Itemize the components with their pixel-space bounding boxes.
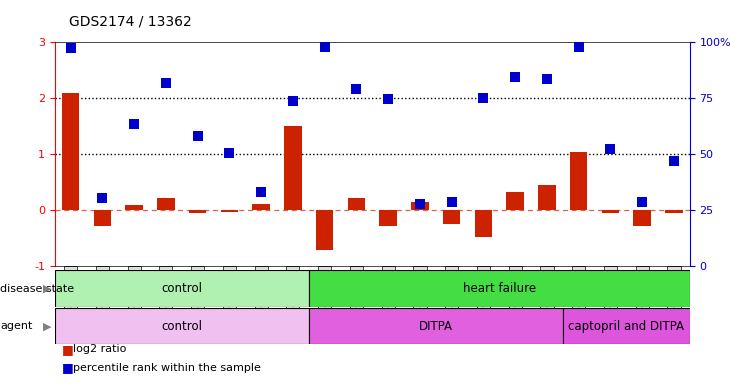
Text: disease state: disease state — [0, 283, 74, 294]
Point — [128, 121, 140, 127]
Bar — [634, 210, 651, 226]
Text: percentile rank within the sample: percentile rank within the sample — [73, 363, 261, 373]
Point — [350, 86, 362, 92]
Bar — [253, 204, 270, 210]
Point — [541, 76, 553, 82]
Point — [573, 44, 585, 50]
Bar — [570, 152, 588, 210]
Point — [287, 98, 299, 104]
Text: ■: ■ — [62, 343, 74, 356]
Bar — [316, 210, 334, 250]
Point — [160, 80, 172, 86]
Point — [383, 96, 394, 103]
Bar — [309, 270, 690, 307]
Bar — [411, 202, 429, 210]
Bar — [309, 308, 563, 344]
Bar — [602, 210, 619, 213]
Point — [446, 199, 458, 205]
Text: ▶: ▶ — [42, 321, 51, 331]
Bar — [93, 210, 111, 226]
Point — [65, 45, 77, 51]
Text: ■: ■ — [62, 361, 74, 374]
Text: control: control — [161, 320, 202, 333]
Point — [96, 195, 108, 201]
Bar — [220, 210, 238, 212]
Point — [604, 146, 616, 152]
Bar — [55, 308, 309, 344]
Bar — [538, 185, 556, 210]
Text: captopril and DITPA: captopril and DITPA — [569, 320, 684, 333]
Bar — [157, 198, 174, 210]
Text: GDS2174 / 13362: GDS2174 / 13362 — [69, 15, 192, 29]
Bar — [126, 205, 143, 210]
Text: DITPA: DITPA — [419, 320, 453, 333]
Point — [192, 133, 204, 139]
Bar — [665, 210, 683, 213]
Bar — [380, 210, 397, 226]
Point — [414, 200, 426, 207]
Text: agent: agent — [0, 321, 32, 331]
Bar — [443, 210, 461, 224]
Point — [668, 158, 680, 164]
Bar — [62, 93, 80, 210]
Text: control: control — [161, 282, 202, 295]
Text: ▶: ▶ — [42, 283, 51, 294]
Bar — [284, 126, 301, 210]
Bar — [563, 308, 690, 344]
Bar — [347, 198, 365, 210]
Bar — [189, 210, 207, 213]
Bar — [474, 210, 492, 237]
Point — [223, 150, 235, 156]
Point — [510, 74, 521, 80]
Bar — [55, 270, 309, 307]
Point — [319, 44, 331, 50]
Text: log2 ratio: log2 ratio — [73, 344, 126, 354]
Point — [637, 199, 648, 205]
Text: heart failure: heart failure — [463, 282, 536, 295]
Bar — [507, 192, 524, 210]
Point — [477, 95, 489, 101]
Point — [255, 189, 267, 195]
